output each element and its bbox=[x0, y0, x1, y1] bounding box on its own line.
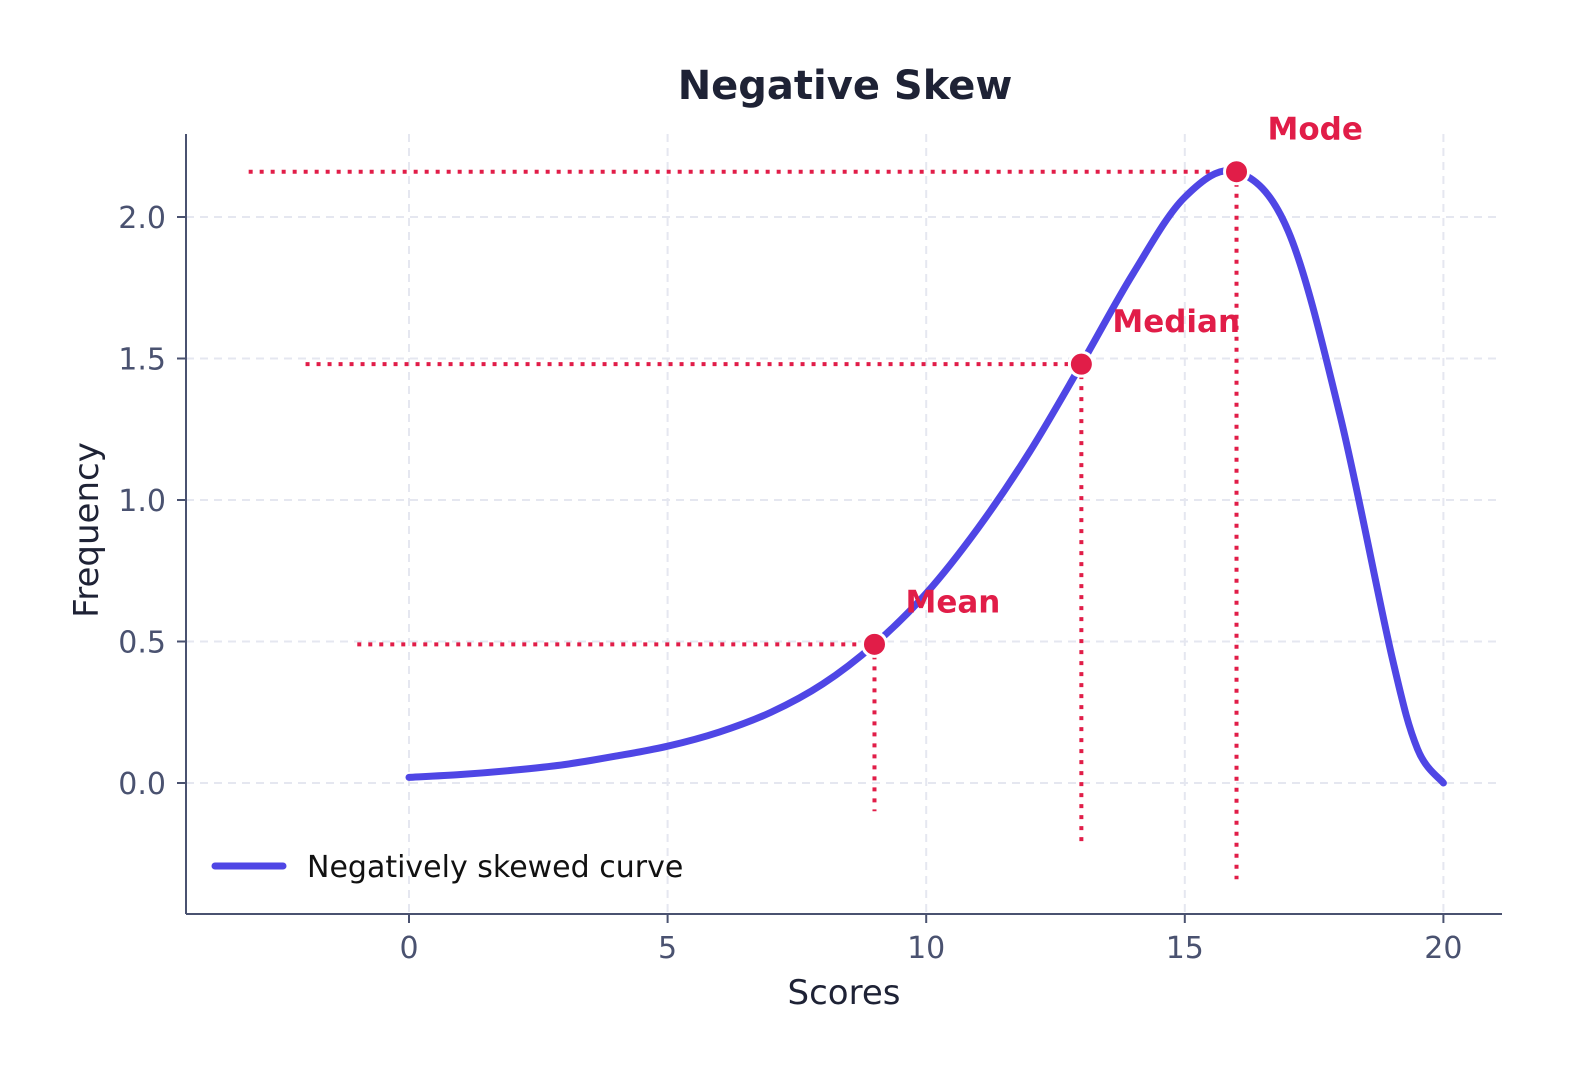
x-tick-label: 5 bbox=[658, 931, 677, 966]
x-axis-label: Scores bbox=[788, 973, 901, 1013]
y-tick-label: 1.0 bbox=[118, 484, 166, 519]
y-tick-label: 0.0 bbox=[118, 767, 166, 802]
x-tick-label: 0 bbox=[399, 931, 418, 966]
legend: Negatively skewed curve bbox=[211, 850, 683, 885]
curve-line bbox=[405, 167, 1447, 787]
median-marker bbox=[1067, 350, 1095, 378]
annotation-markers: Mean Median Mode bbox=[860, 112, 1363, 658]
axes bbox=[177, 134, 1502, 923]
x-tick-label: 20 bbox=[1424, 931, 1462, 966]
curve-layer bbox=[405, 167, 1447, 787]
median-label: Median bbox=[1112, 304, 1240, 340]
y-axis-label: Frequency bbox=[67, 442, 107, 618]
annotation-guides bbox=[248, 169, 1239, 880]
x-tick-label: 15 bbox=[1166, 931, 1204, 966]
legend-label: Negatively skewed curve bbox=[307, 850, 683, 885]
tick-labels: 0 5 10 15 20 0.0 0.5 1.0 1.5 2.0 bbox=[118, 201, 1462, 966]
mean-label: Mean bbox=[905, 584, 1000, 620]
chart-title: Negative Skew bbox=[678, 63, 1013, 109]
x-tick-label: 10 bbox=[907, 931, 945, 966]
y-tick-label: 0.5 bbox=[118, 626, 166, 661]
y-tick-label: 1.5 bbox=[118, 343, 166, 378]
grid-lines bbox=[186, 134, 1502, 914]
y-tick-label: 2.0 bbox=[118, 201, 166, 236]
mean-marker bbox=[860, 630, 888, 658]
mode-marker bbox=[1223, 158, 1251, 186]
mode-label: Mode bbox=[1268, 112, 1363, 148]
